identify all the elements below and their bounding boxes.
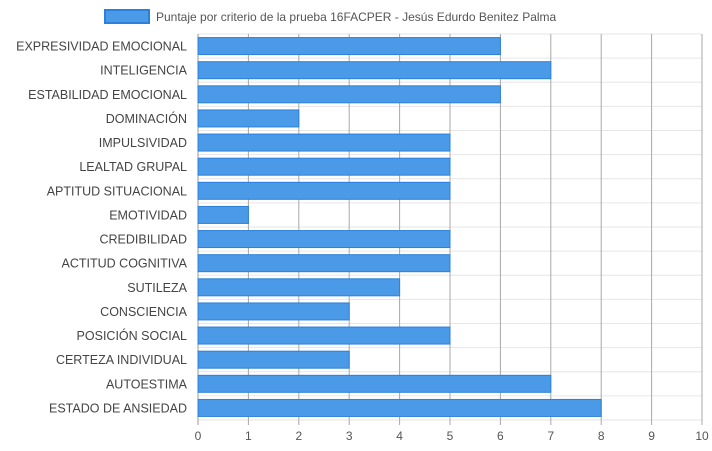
x-tick-label: 9 [648,429,655,443]
category-label: LEALTAD GRUPAL [79,160,187,174]
category-label: INTELIGENCIA [100,64,187,78]
category-label: ACTITUD COGNITIVA [62,257,188,271]
bar[interactable] [197,181,451,200]
category-label: DOMINACIÓN [106,111,187,126]
category-label: SUTILEZA [127,281,187,295]
category-labels: EXPRESIVIDAD EMOCIONAL INTELIGENCIA ESTABI… [16,40,188,416]
x-tick-label: 2 [295,429,302,443]
bar[interactable] [197,350,350,369]
bar[interactable] [197,374,552,393]
category-label: CERTEZA INDIVIDUAL [56,353,187,367]
category-label: ESTABILIDAD EMOCIONAL [28,88,187,102]
x-tick-label: 5 [447,429,454,443]
category-label: EXPRESIVIDAD EMOCIONAL [16,40,187,54]
legend-swatch [104,9,150,24]
category-label: EMOTIVIDAD [109,208,187,222]
bar[interactable] [197,326,451,345]
x-axis-ticks: 0 1 2 3 4 5 6 7 8 9 10 [195,429,709,443]
bar-series [197,37,602,417]
bar[interactable] [197,157,451,176]
bar[interactable] [197,205,249,224]
category-label: CREDIBILIDAD [99,233,187,247]
category-label: APTITUD SITUACIONAL [47,184,187,198]
chart-grid [197,33,703,425]
bar[interactable] [197,254,451,273]
bar[interactable] [197,133,451,152]
x-tick-label: 8 [598,429,605,443]
x-tick-label: 4 [396,429,403,443]
category-label: CONSCIENCIA [100,305,187,319]
bar[interactable] [197,61,552,80]
chart-legend[interactable]: Puntaje por criterio de la prueba 16FACP… [104,9,557,24]
x-tick-label: 10 [695,429,709,443]
bar[interactable] [197,85,501,104]
bar[interactable] [197,302,350,321]
bar[interactable] [197,37,501,56]
x-tick-label: 0 [195,429,202,443]
x-tick-label: 6 [497,429,504,443]
category-label: AUTOESTIMA [106,377,188,391]
bar[interactable] [197,398,602,417]
bar[interactable] [197,278,401,297]
x-tick-label: 1 [245,429,252,443]
x-tick-label: 7 [547,429,554,443]
category-label: POSICIÓN SOCIAL [77,328,187,343]
bar[interactable] [197,230,451,249]
category-label: ESTADO DE ANSIEDAD [49,401,187,415]
x-tick-label: 3 [346,429,353,443]
legend-label: Puntaje por criterio de la prueba 16FACP… [156,10,557,24]
category-label: IMPULSIVIDAD [99,136,187,150]
bar[interactable] [197,109,300,128]
